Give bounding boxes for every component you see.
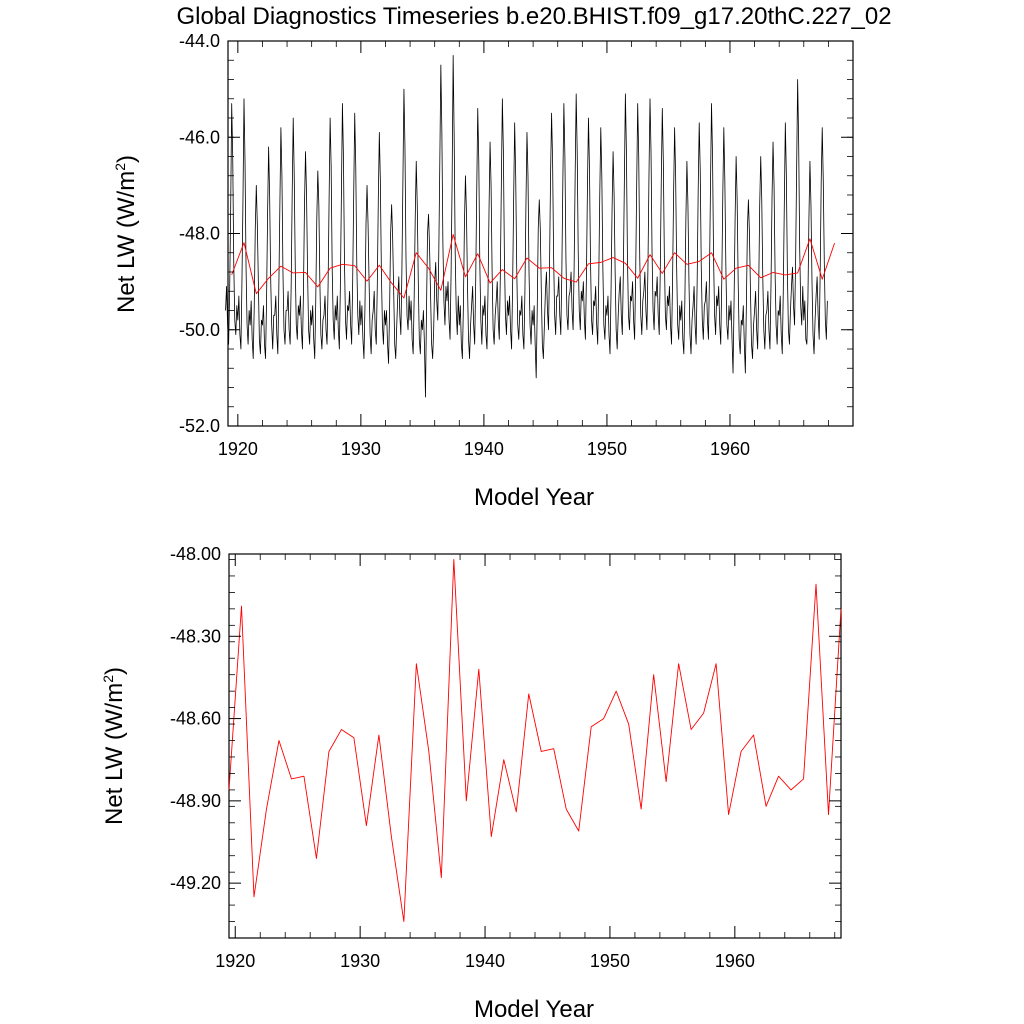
bottom-panel: 1920 1930 1940 1950 1960 -48.00-48.30-48.60-… [100, 544, 842, 1023]
top-x-tick-label: 1950 [587, 439, 627, 459]
bottom-y-tick-label: -48.30 [170, 626, 221, 646]
bottom-x-tick-label: 1950 [590, 951, 630, 971]
top-series-monthly-line [225, 55, 828, 398]
top-y-tick-label: -48.0 [179, 224, 220, 244]
top-x-tick-label: 1960 [710, 439, 750, 459]
top-panel: 1920 1930 1940 1950 1960 -44.0 -46.0 -48.0 -50.… [112, 31, 854, 511]
bottom-plot-border [228, 553, 842, 939]
top-x-axis-label: Model Year [474, 484, 594, 511]
bottom-x-tick-label: 1960 [715, 951, 755, 971]
bottom-series-layer [228, 559, 842, 922]
bottom-series-annual-line [228, 559, 842, 922]
top-y-axis-label: Net LW (W/m2) [112, 155, 140, 313]
bottom-x-tick-label: 1920 [215, 951, 255, 971]
bottom-y-tick-label: -48.90 [170, 791, 221, 811]
top-y-tick-label: -44.0 [179, 31, 220, 51]
bottom-plot-frame [228, 553, 842, 939]
bottom-y-tick-label: -49.20 [170, 873, 221, 893]
bottom-x-tick-label: 1940 [465, 951, 505, 971]
bottom-y-tick-label: -48.00 [170, 544, 221, 564]
bottom-y-axis: -48.00 -48.30 -48.60 -48.90 -49.20 [170, 544, 841, 939]
top-y-tick-label: -46.0 [179, 127, 220, 147]
top-x-tick-label: 1940 [464, 439, 504, 459]
top-y-tick-label: -50.0 [179, 320, 220, 340]
top-series-layer [225, 55, 835, 398]
bottom-x-tick-label: 1930 [340, 951, 380, 971]
top-x-tick-label: 1920 [218, 439, 258, 459]
chart-title: Global Diagnostics Timeseries b.e20.BHIS… [176, 3, 891, 30]
top-y-axis: -44.0 -46.0 -48.0 -50.0 -52.0 [179, 31, 853, 436]
bottom-x-axis-label: Model Year [474, 996, 594, 1023]
top-y-tick-label: -52.0 [179, 416, 220, 436]
top-x-tick-label: 1930 [341, 439, 381, 459]
top-x-axis: 1920 1930 1940 1950 1960 [218, 41, 829, 459]
bottom-y-tick-label: -48.60 [170, 709, 221, 729]
top-series-annual-line [231, 234, 835, 299]
bottom-x-axis: 1920 1930 1940 1950 1960 [215, 554, 836, 971]
bottom-y-axis-label: Net LW (W/m2) [100, 667, 128, 825]
